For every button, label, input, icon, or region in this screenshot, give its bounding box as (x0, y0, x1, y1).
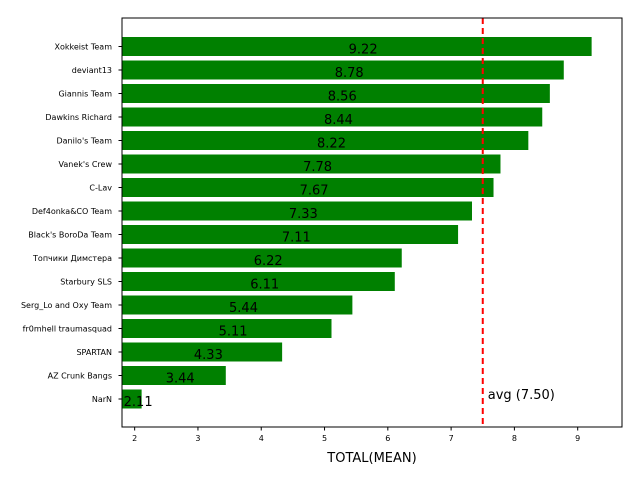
category-labels: Xokkeist Team deviant13 Giannis Team Dawkin… (21, 43, 122, 404)
category-label: Starbury SLS (60, 278, 112, 287)
bar (122, 178, 494, 197)
bar-value-label: 6.22 (254, 254, 283, 269)
category-label: Топчики Димстера (32, 254, 112, 263)
bar (122, 319, 332, 338)
bar (122, 131, 529, 150)
x-axis-title: TOTAL(MEAN) (326, 451, 416, 466)
bar (122, 60, 564, 80)
bar-value-label: 7.67 (300, 184, 329, 199)
category-label: Black's BoroDa Team (28, 231, 112, 240)
bars-group (122, 37, 592, 409)
bar (122, 154, 501, 174)
bar (122, 37, 592, 56)
category-label: Dawkins Richard (45, 113, 112, 122)
bar-value-label: 7.78 (303, 160, 332, 175)
x-tick-label: 6 (385, 434, 390, 443)
category-label: deviant13 (72, 66, 112, 75)
bar (122, 84, 550, 103)
bar (122, 342, 283, 362)
bar (122, 201, 472, 221)
category-label: NarN (92, 395, 112, 404)
category-label: SPARTAN (76, 348, 112, 357)
category-label: Vanek's Crew (59, 160, 113, 169)
category-label: Danilo's Team (56, 137, 112, 146)
x-axis-ticks: 2 3 4 5 6 7 8 9 (132, 427, 580, 443)
category-label: C-Lav (89, 184, 112, 193)
bar-value-label: 8.22 (317, 137, 346, 152)
bar (122, 272, 395, 291)
x-tick-label: 5 (322, 434, 327, 443)
bar (122, 389, 142, 409)
category-label: AZ Crunk Bangs (48, 372, 112, 381)
bar-value-label: 7.11 (282, 231, 311, 246)
category-label: Giannis Team (58, 90, 112, 99)
x-tick-label: 4 (259, 434, 264, 443)
bar (122, 107, 543, 127)
bar-value-label: 8.56 (328, 90, 357, 105)
bar (122, 295, 353, 315)
x-tick-label: 2 (132, 434, 137, 443)
bar-value-label: 9.22 (349, 43, 378, 58)
x-tick-label: 3 (195, 434, 200, 443)
bar-value-label: 6.11 (250, 278, 279, 293)
reference-line-group: avg (7.50) (481, 18, 555, 427)
category-label: Xokkeist Team (55, 43, 113, 52)
category-label: Serg_Lo and Oxy Team (21, 301, 112, 310)
bar-value-label: 8.44 (324, 113, 353, 128)
bar-value-label: 3.44 (166, 372, 195, 387)
x-tick-label: 7 (449, 434, 454, 443)
bar-value-label: 7.33 (289, 207, 318, 222)
bar (122, 366, 226, 385)
bar (122, 248, 402, 268)
bar-value-label: 8.78 (335, 66, 364, 81)
bar-value-label: 2.11 (124, 395, 153, 410)
plot-frame (121, 17, 623, 428)
bar-value-label: 4.33 (194, 348, 223, 363)
bar (122, 225, 459, 244)
bar-value-labels: 9.22 8.78 8.56 8.44 8.22 7.78 7.67 7.33 7.11 6.22… (124, 43, 378, 411)
x-tick-label: 9 (575, 434, 580, 443)
average-line-label: avg (7.50) (488, 388, 555, 403)
category-label: fr0mhell traumasquad (23, 325, 112, 334)
x-tick-label: 8 (512, 434, 517, 443)
bar-value-label: 5.44 (229, 301, 258, 316)
category-label: Def4onka&CO Team (32, 207, 112, 216)
bar-value-label: 5.11 (219, 325, 248, 340)
